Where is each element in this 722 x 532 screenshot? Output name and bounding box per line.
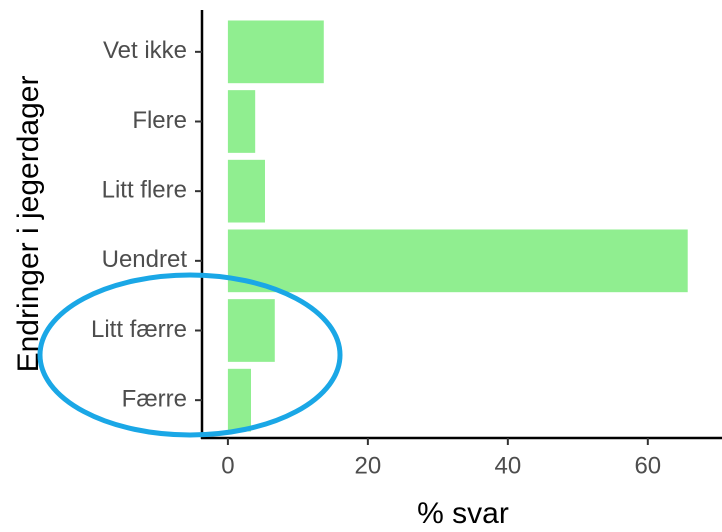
y-tick-label: Litt flere: [102, 177, 187, 204]
highlight-ellipse: [37, 272, 343, 438]
bar: [227, 368, 251, 432]
y-axis-title: Endringer i jegerdager: [12, 76, 45, 373]
bar: [227, 20, 324, 84]
bar: [227, 229, 688, 293]
bar: [227, 90, 256, 153]
x-tick-label: 60: [634, 452, 661, 479]
y-tick-label: Vet ikke: [103, 37, 187, 64]
x-tick-label: 40: [494, 452, 521, 479]
x-tick-label: 0: [221, 452, 234, 479]
x-tick-label: 20: [355, 452, 382, 479]
bar: [227, 299, 275, 362]
y-tick-label: Uendret: [102, 246, 188, 273]
y-tick-label: Litt færre: [91, 316, 187, 343]
y-tick-label: Flere: [132, 107, 187, 134]
y-tick-label: Færre: [122, 386, 187, 413]
bar: [227, 159, 265, 223]
x-axis-title: % svar: [417, 497, 509, 530]
